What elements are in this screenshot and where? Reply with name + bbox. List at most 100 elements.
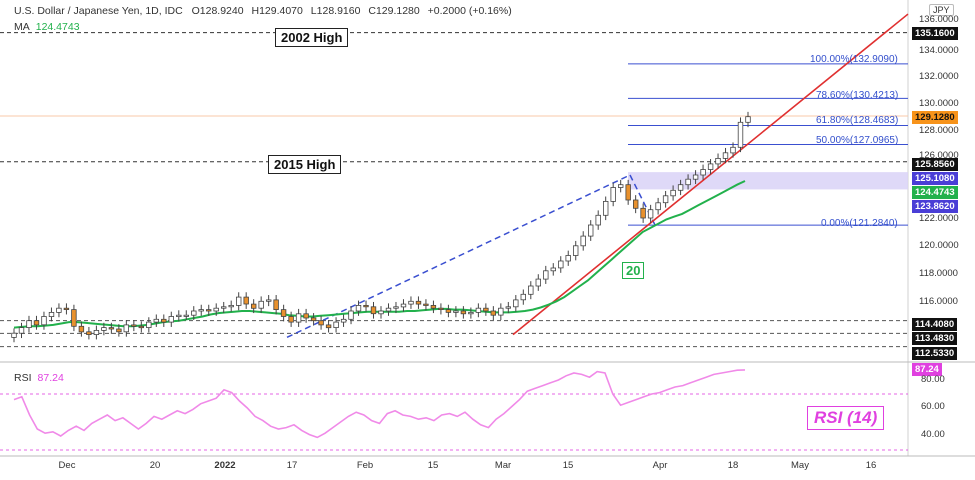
price-tick: 120.0000 (919, 240, 959, 251)
candle-body (535, 278, 541, 287)
x-tick: 18 (727, 460, 739, 471)
rsi-badge: 87.24 (912, 363, 942, 376)
fib-label-100: 100.00%(132.9090) (810, 54, 898, 65)
price-tick: 132.0000 (919, 71, 959, 82)
candle-body (707, 163, 714, 170)
price-tick: 126.0000 (919, 150, 959, 161)
price-badge-support-3: 112.5330 (912, 347, 958, 360)
candle-body (715, 157, 721, 165)
candle-body (400, 303, 407, 308)
candle-body (340, 318, 347, 323)
candle-body (438, 307, 444, 311)
candle-body (700, 169, 706, 176)
candle-body (415, 300, 422, 305)
price-tick: 116.0000 (919, 296, 958, 307)
candle-body (138, 325, 144, 329)
price-tick: 134.0000 (919, 45, 959, 56)
candle-body (618, 184, 624, 188)
change-value: +0.2000 (+0.16%) (427, 5, 512, 17)
candle-body (325, 324, 332, 329)
candle-body (670, 189, 676, 197)
candle-body (295, 313, 302, 323)
ma-period-tag: 20 (622, 262, 645, 279)
candle-body (303, 313, 309, 319)
candle-body (265, 299, 272, 302)
candle-body (625, 184, 631, 201)
close-value: C129.1280 (368, 5, 420, 17)
x-tick: Mar (494, 460, 512, 471)
rsi-legend[interactable]: RSI 87.24 (14, 372, 64, 384)
candle-body (385, 307, 392, 312)
candle-body (333, 321, 339, 329)
price-badge-2002: 135.1600 (912, 27, 958, 40)
candle-body (595, 214, 601, 226)
candle-body (692, 174, 699, 180)
candle-body (168, 316, 174, 323)
candle-body (363, 304, 369, 308)
price-tick: 136.0000 (919, 14, 959, 25)
high-2002-callout: 2002 High (275, 28, 349, 47)
ma-legend[interactable]: MA 124.4743 (14, 21, 80, 33)
candle-body (11, 332, 17, 338)
candle-body (430, 304, 437, 309)
candle-body (176, 314, 182, 318)
rsi-tick: 80.00 (921, 374, 945, 385)
price-badge-zone-top: 125.1080 (912, 172, 958, 185)
candle-body (610, 187, 616, 202)
candle-body (71, 309, 77, 327)
candle-body (483, 307, 489, 312)
candle-body (101, 327, 107, 331)
candle-body (558, 260, 564, 269)
ma-legend-value: 124.4743 (35, 21, 80, 33)
x-tick: 15 (427, 460, 439, 471)
currency-button[interactable]: JPY (929, 4, 954, 16)
candle-body (513, 299, 519, 308)
candle-body (490, 310, 496, 316)
candle-body (228, 304, 234, 308)
candle-body (498, 307, 504, 316)
candle-body (220, 306, 227, 309)
candle-body (730, 146, 736, 154)
high-2015-callout: 2015 High (268, 155, 342, 174)
price-badge-ma: 124.4743 (912, 186, 958, 199)
price-badge-support-2: 113.4830 (912, 332, 958, 345)
x-tick: Feb (356, 460, 374, 471)
low-value: L128.9160 (310, 5, 361, 17)
x-tick: 16 (865, 460, 877, 471)
candle-body (520, 293, 526, 301)
candle-body (250, 303, 257, 309)
candle-body (647, 209, 654, 219)
candle-body (108, 327, 115, 330)
candle-body (423, 303, 429, 306)
rsi-tick: 60.00 (921, 401, 945, 412)
candle-body (288, 316, 294, 323)
candle-body (393, 306, 399, 309)
candle-body (408, 300, 414, 305)
high-value: H129.4070 (251, 5, 303, 17)
fib-anchor-line (286, 174, 631, 339)
candle-body (370, 306, 377, 315)
candle-body (18, 327, 25, 334)
fib-label-786: 78.60%(130.4213) (816, 90, 899, 101)
x-tick: 15 (562, 460, 574, 471)
rsi-period-box: RSI (14) (807, 406, 885, 430)
candle-body (505, 306, 511, 309)
candle-body (655, 202, 661, 211)
rsi-line (13, 369, 746, 439)
rsi-legend-label: RSI (14, 372, 32, 384)
candle-body (78, 325, 85, 333)
candle-body (528, 285, 534, 295)
candle-body (48, 311, 55, 317)
candle-body (662, 195, 669, 204)
candle-body (310, 317, 317, 322)
candle-body (633, 199, 639, 209)
price-badge-2015: 125.8560 (912, 158, 958, 171)
candle-body (191, 310, 197, 316)
candle-body (56, 307, 62, 313)
x-tick: Dec (58, 460, 76, 471)
candle-body (460, 310, 467, 315)
candle-body (243, 296, 249, 305)
price-tick: 130.0000 (919, 98, 959, 109)
candle-body (677, 184, 684, 191)
